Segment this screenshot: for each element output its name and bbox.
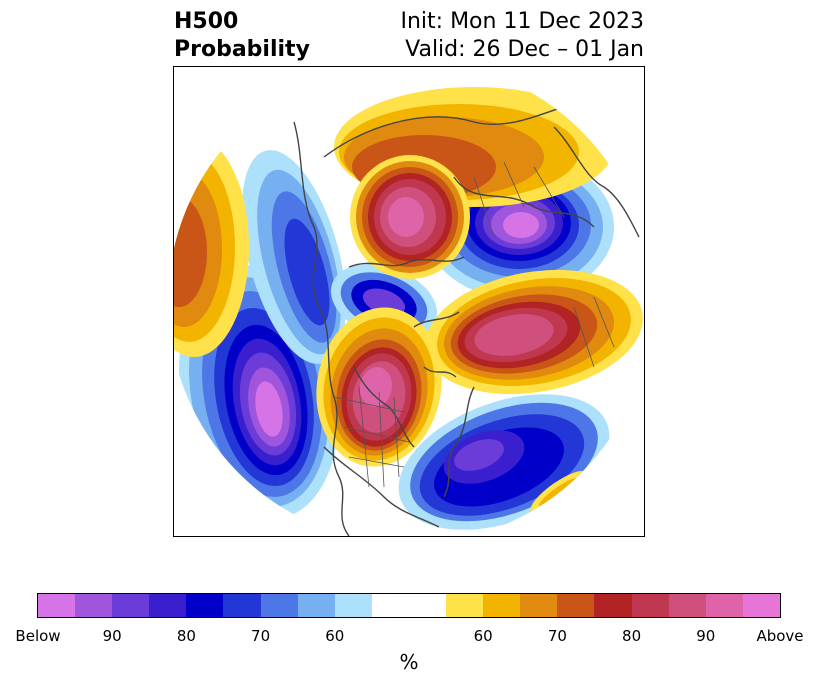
above-anomaly-arctic — [334, 87, 614, 279]
colorbar-segment — [371, 594, 409, 617]
colorbar-segment — [446, 594, 484, 617]
below-anomaly-alaska-band — [242, 150, 346, 364]
colorbar-segment — [186, 594, 224, 617]
init-date: Init: Mon 11 Dec 2023 — [400, 9, 645, 34]
borders — [333, 161, 615, 488]
title-variable: H500 — [174, 9, 239, 34]
colorbar-segment — [334, 594, 372, 617]
title-product: Probability — [174, 37, 310, 62]
colorbar-segment — [38, 594, 76, 617]
coastlines — [293, 96, 640, 536]
chart-title-left: H500 Probability — [174, 8, 310, 64]
colorbar-segment — [520, 594, 558, 617]
colorbar-tick-label: 80 — [176, 627, 196, 645]
colorbar-segment — [112, 594, 150, 617]
colorbar-segment — [705, 594, 743, 617]
chart-title-right: Init: Mon 11 Dec 2023 Valid: 26 Dec – 01… — [401, 8, 645, 64]
colorbar-segment — [557, 594, 595, 617]
colorbar-tick-label: 70 — [547, 627, 567, 645]
colorbar-unit-label: % — [399, 650, 419, 674]
above-anomaly-europe — [425, 269, 643, 395]
colorbar — [37, 593, 781, 618]
colorbar-segment — [742, 594, 780, 617]
colorbar-tick-label: 60 — [325, 627, 345, 645]
colorbar-segment — [483, 594, 521, 617]
colorbar-segment — [260, 594, 298, 617]
colorbar-segment — [75, 594, 113, 617]
colorbar-tick-label: 70 — [251, 627, 271, 645]
colorbar-segment — [594, 594, 632, 617]
colorbar-segment — [149, 594, 187, 617]
colorbar-segment — [408, 594, 447, 617]
map-frame — [173, 66, 645, 537]
colorbar-tick-label: Above — [756, 627, 804, 645]
colorbar-tick-label: 90 — [102, 627, 122, 645]
colorbar-tick-label: 90 — [696, 627, 716, 645]
colorbar-tick-label: 60 — [473, 627, 493, 645]
above-anomaly-east-asia — [174, 137, 249, 357]
valid-range: Valid: 26 Dec – 01 Jan — [405, 37, 644, 62]
probability-map — [174, 67, 644, 536]
colorbar-segment — [297, 594, 335, 617]
colorbar-tick-label: 80 — [622, 627, 642, 645]
colorbar-segment — [668, 594, 706, 617]
colorbar-tick-label: Below — [15, 627, 61, 645]
colorbar-segment — [631, 594, 669, 617]
colorbar-segment — [223, 594, 261, 617]
